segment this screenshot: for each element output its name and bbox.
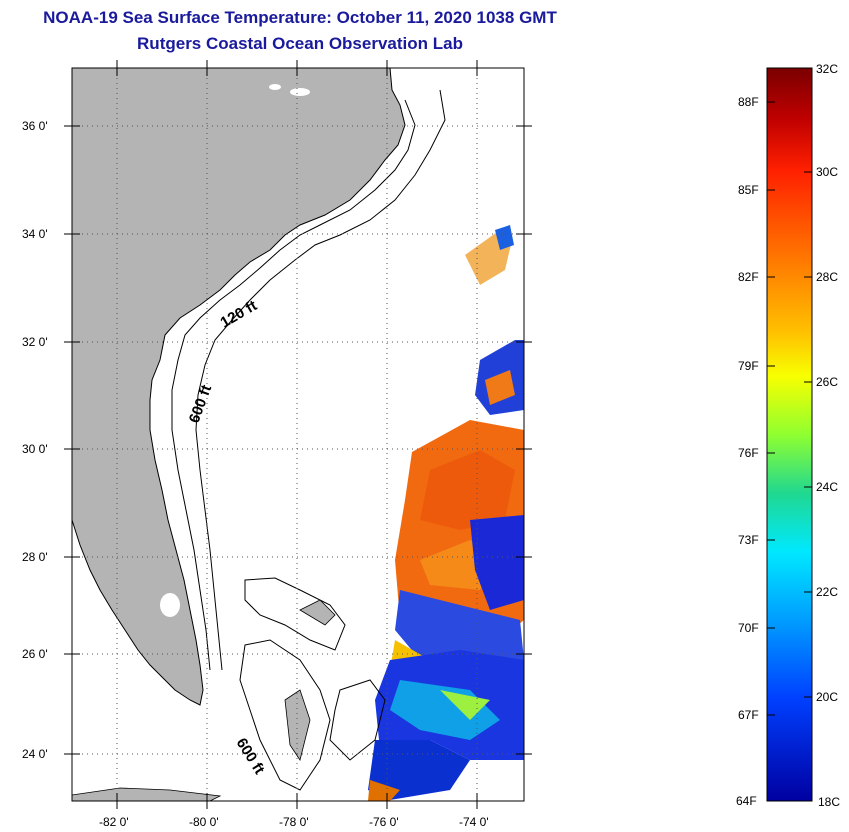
colorbar-f-label: 88F [738, 95, 759, 109]
colorbar-c-label: 32C [816, 62, 838, 76]
colorbar-ticks [767, 101, 812, 716]
colorbar-f-label: 82F [738, 270, 759, 284]
contour-120ft [171, 99, 416, 671]
land-mass [72, 68, 406, 706]
colorbar-c-label: 20C [816, 690, 838, 704]
lon-label: -78 0' [279, 815, 309, 829]
lat-label: 24 0' [22, 747, 48, 761]
lat-label: 30 0' [22, 442, 48, 456]
lon-label: -82 0' [99, 815, 129, 829]
map-subtitle: Rutgers Coastal Ocean Observation Lab [137, 34, 463, 53]
lat-label: 36 0' [22, 119, 48, 133]
map-title: NOAA-19 Sea Surface Temperature: October… [43, 8, 557, 27]
colorbar-c-label: 30C [816, 165, 838, 179]
graticule [72, 68, 524, 801]
lat-label: 34 0' [22, 227, 48, 241]
colorbar-f-label: 64F [736, 794, 757, 808]
axis-ticks [64, 60, 532, 809]
lon-label: -80 0' [189, 815, 219, 829]
map-frame [71, 67, 525, 802]
lon-label: -76 0' [369, 815, 399, 829]
colorbar-f-label: 70F [738, 621, 759, 635]
lat-label: 26 0' [22, 647, 48, 661]
lon-label: -74 0' [459, 815, 489, 829]
colorbar-f-label: 67F [738, 708, 759, 722]
colorbar-c-label: 28C [816, 270, 838, 284]
colorbar-f-label: 76F [738, 446, 759, 460]
sst-data-swath [368, 225, 524, 801]
colorbar-f-label: 85F [738, 183, 759, 197]
lat-label: 32 0' [22, 335, 48, 349]
colorbar-c-label: 18C [818, 795, 840, 809]
colorbar-c-label: 24C [816, 480, 838, 494]
colorbar-c-label: 22C [816, 585, 838, 599]
colorbar-f-label: 79F [738, 359, 759, 373]
lat-label: 28 0' [22, 550, 48, 564]
colorbar [766, 67, 813, 802]
colorbar-f-label: 73F [738, 533, 759, 547]
colorbar-c-label: 26C [816, 375, 838, 389]
bahamas-banks [239, 577, 386, 791]
contour-600ft [195, 89, 446, 671]
